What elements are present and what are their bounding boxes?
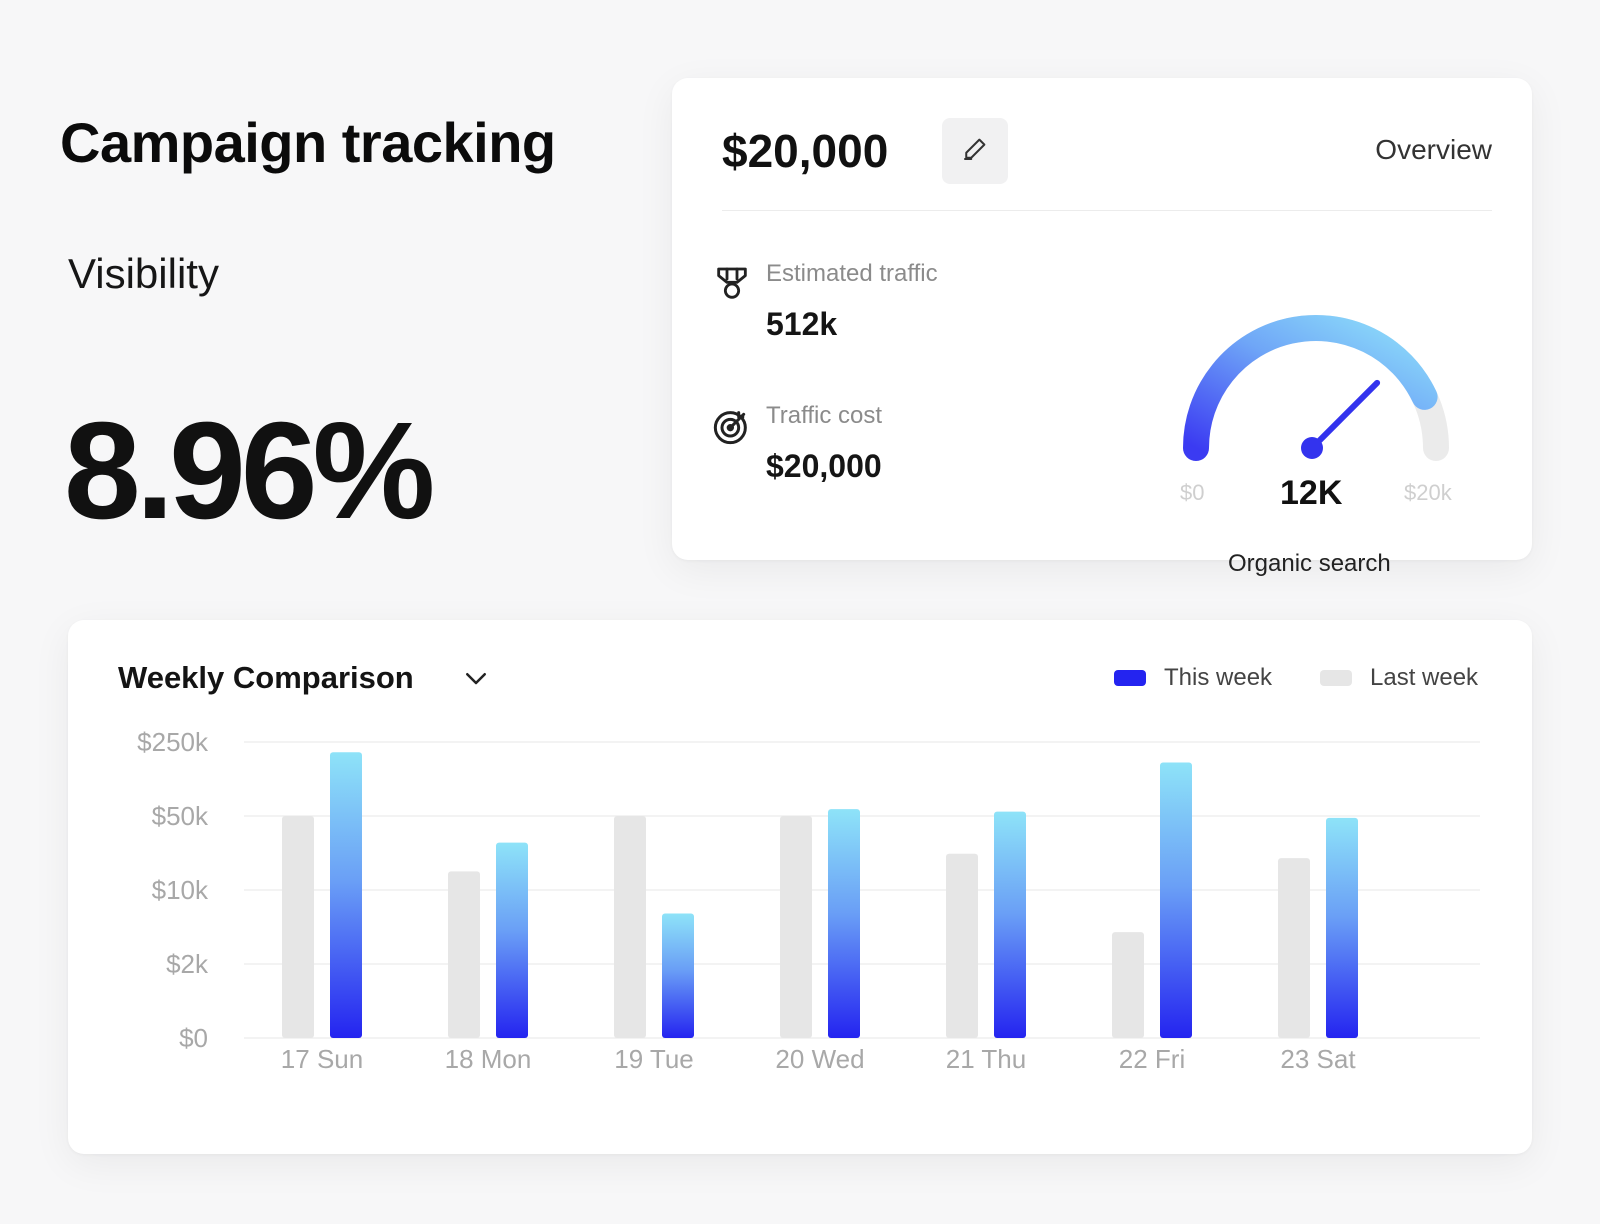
bar-this-week xyxy=(1160,762,1192,1038)
weekly-comparison-chart: $0 $2k $10k $50k $250k 17 Sun 18 Mon 19 Tue 20 W… xyxy=(137,727,1480,1074)
bar-this-week xyxy=(330,752,362,1038)
overview-card: $20,000 Overview Estimated traffic 512k … xyxy=(672,78,1532,577)
legend-swatch-this-week xyxy=(1114,670,1146,686)
x-tick-label: 18 Mon xyxy=(445,1044,532,1074)
traffic-cost-label: Traffic cost xyxy=(766,402,883,429)
x-tick-label: 22 Fri xyxy=(1119,1044,1185,1074)
estimated-traffic-value: 512k xyxy=(766,306,838,342)
divider xyxy=(722,210,1492,211)
bar-last-week xyxy=(614,816,646,1038)
x-tick-label: 20 Wed xyxy=(775,1044,864,1074)
visibility-label: Visibility xyxy=(68,250,219,297)
gauge-fill xyxy=(1183,314,1438,461)
bar-this-week xyxy=(828,809,860,1038)
traffic-cost-value: $20,000 xyxy=(766,448,882,484)
bar-last-week xyxy=(780,816,812,1038)
y-tick-label: $0 xyxy=(179,1023,208,1053)
bar-last-week xyxy=(448,871,480,1038)
legend-label-last-week: Last week xyxy=(1370,664,1479,691)
gauge-hub xyxy=(1301,437,1323,459)
y-tick-label: $50k xyxy=(152,801,209,831)
organic-search-gauge xyxy=(1183,314,1449,461)
chart-dropdown-button[interactable] xyxy=(458,662,494,698)
page-title: Campaign tracking xyxy=(60,111,556,174)
y-tick-label: $2k xyxy=(166,949,209,979)
overview-link[interactable]: Overview xyxy=(1375,134,1492,165)
edit-budget-button[interactable] xyxy=(942,118,1008,184)
chevron-down-icon xyxy=(461,663,491,698)
bar-last-week xyxy=(946,853,978,1038)
gauge-caption: Organic search xyxy=(1228,550,1391,577)
gauge-needle xyxy=(1309,379,1381,451)
legend-swatch-last-week xyxy=(1320,670,1352,686)
budget-amount: $20,000 xyxy=(722,125,889,177)
pencil-icon xyxy=(960,134,990,169)
gauge-value: 12K xyxy=(1280,474,1343,512)
y-tick-label: $250k xyxy=(137,727,209,757)
bar-this-week xyxy=(994,811,1026,1038)
weekly-comparison-card: Weekly Comparison This week Last week $0… xyxy=(68,620,1532,1154)
gauge-min-label: $0 xyxy=(1180,480,1205,505)
bar-this-week xyxy=(496,842,528,1038)
chart-title: Weekly Comparison xyxy=(118,660,414,695)
x-tick-label: 23 Sat xyxy=(1280,1044,1356,1074)
gauge-max-label: $20k xyxy=(1404,480,1452,505)
x-tick-label: 17 Sun xyxy=(281,1044,363,1074)
x-tick-label: 19 Tue xyxy=(614,1044,694,1074)
legend-item-this-week[interactable]: This week xyxy=(1114,664,1272,692)
visibility-value: 8.96% xyxy=(64,394,435,548)
bar-last-week xyxy=(1112,932,1144,1038)
legend-label-this-week: This week xyxy=(1164,664,1273,691)
y-tick-label: $10k xyxy=(152,875,209,905)
x-tick-label: 21 Thu xyxy=(946,1044,1026,1074)
bar-last-week xyxy=(282,816,314,1038)
estimated-traffic-label: Estimated traffic xyxy=(766,260,938,287)
legend-item-last-week[interactable]: Last week xyxy=(1320,664,1478,692)
bar-this-week xyxy=(662,913,694,1038)
medal-icon xyxy=(712,264,752,309)
bar-last-week xyxy=(1278,858,1310,1038)
target-icon xyxy=(712,406,752,451)
bar-this-week xyxy=(1326,817,1358,1038)
